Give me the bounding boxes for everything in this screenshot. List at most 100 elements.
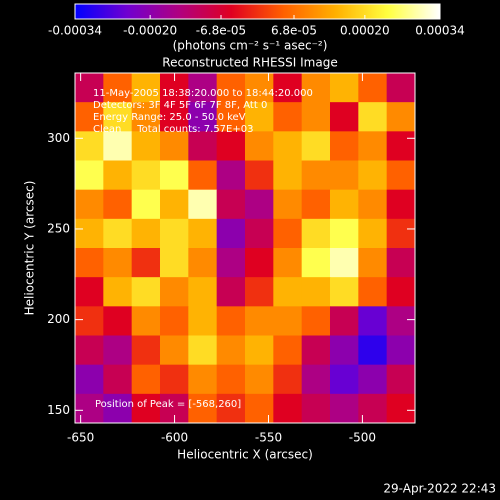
image-cell bbox=[245, 73, 274, 103]
image-cell bbox=[273, 218, 303, 249]
image-cell bbox=[245, 218, 274, 249]
image-cell bbox=[301, 73, 331, 103]
image-cell bbox=[273, 248, 303, 278]
image-cell bbox=[75, 73, 104, 103]
image-cell bbox=[160, 160, 189, 191]
chart-title: Reconstructed RHESSI Image bbox=[162, 56, 337, 70]
image-cell bbox=[188, 393, 218, 424]
image-cell bbox=[245, 277, 274, 307]
image-cell bbox=[216, 73, 246, 103]
image-cell bbox=[216, 218, 246, 249]
image-cell bbox=[103, 73, 133, 103]
image-cell bbox=[245, 393, 274, 424]
image-cell bbox=[245, 102, 274, 132]
image-cell bbox=[330, 306, 359, 336]
image-cell bbox=[188, 160, 218, 191]
image-cell bbox=[358, 131, 388, 161]
image-cell bbox=[358, 335, 388, 366]
y-tick-label: 200 bbox=[47, 312, 70, 326]
y-axis-label: Heliocentric Y (arcsec) bbox=[23, 181, 37, 316]
image-cell bbox=[131, 248, 161, 278]
image-cell bbox=[188, 189, 218, 220]
image-cell bbox=[301, 248, 331, 278]
image-cell bbox=[103, 393, 133, 424]
image-cell bbox=[358, 189, 388, 220]
image-cell bbox=[75, 393, 104, 424]
image-cell bbox=[386, 335, 416, 366]
image-cell bbox=[103, 277, 133, 307]
image-cell bbox=[75, 248, 104, 278]
x-tick-label: -600 bbox=[161, 431, 188, 445]
image-cell bbox=[301, 131, 331, 161]
image-cell bbox=[386, 131, 416, 161]
image-cell bbox=[216, 189, 246, 220]
image-cell bbox=[330, 131, 359, 161]
image-cell bbox=[188, 248, 218, 278]
image-cell bbox=[103, 306, 133, 336]
image-cell bbox=[386, 306, 416, 336]
image-cell bbox=[301, 160, 331, 191]
image-cell bbox=[160, 335, 189, 366]
colorbar-tick-label: -0.00034 bbox=[48, 24, 102, 38]
image-cell bbox=[103, 189, 133, 220]
image-cell bbox=[188, 73, 218, 103]
image-cell bbox=[75, 277, 104, 307]
image-cell bbox=[273, 335, 303, 366]
image-cell bbox=[75, 131, 104, 161]
image-cell bbox=[358, 248, 388, 278]
image-cell bbox=[330, 102, 359, 132]
image-cell bbox=[386, 160, 416, 191]
image-cell bbox=[131, 189, 161, 220]
image-cell bbox=[273, 306, 303, 336]
image-cell bbox=[301, 393, 331, 424]
image-cell bbox=[216, 335, 246, 366]
image-cell bbox=[273, 364, 303, 395]
image-cell bbox=[386, 393, 416, 424]
image-cell bbox=[188, 131, 218, 161]
image-cell bbox=[216, 131, 246, 161]
image-cell bbox=[131, 102, 161, 132]
image-cell bbox=[330, 160, 359, 191]
image-cell bbox=[386, 248, 416, 278]
image-cell bbox=[358, 277, 388, 307]
x-tick-label: -500 bbox=[349, 431, 376, 445]
plot-frame bbox=[74, 72, 416, 424]
image-cell bbox=[301, 189, 331, 220]
annotation: Detectors: 3F 4F 5F 6F 7F 8F, Att 0 bbox=[93, 100, 267, 111]
y-tick-label: 300 bbox=[47, 131, 70, 145]
image-cell bbox=[330, 73, 359, 103]
image-cell bbox=[75, 160, 104, 191]
colorbar-tick-label: 6.8e-05 bbox=[271, 24, 317, 38]
image-cell bbox=[160, 364, 189, 395]
colorbar-tick-label: 0.00020 bbox=[340, 24, 390, 38]
image-cell bbox=[245, 248, 274, 278]
image-cell bbox=[160, 277, 189, 307]
image-cell bbox=[330, 364, 359, 395]
image-cell bbox=[160, 306, 189, 336]
peak-label: Position of Peak = [-568,260] bbox=[95, 399, 241, 410]
image-cell bbox=[160, 218, 189, 249]
image-cell bbox=[358, 102, 388, 132]
image-cell bbox=[301, 102, 331, 132]
image-cell bbox=[330, 248, 359, 278]
image-cell bbox=[160, 248, 189, 278]
image-cell bbox=[131, 218, 161, 249]
image-cell bbox=[75, 189, 104, 220]
image-cell bbox=[131, 335, 161, 366]
image-cell bbox=[103, 218, 133, 249]
image-cell bbox=[386, 102, 416, 132]
image-cell bbox=[330, 218, 359, 249]
image-cell bbox=[301, 335, 331, 366]
x-tick-label: -550 bbox=[255, 431, 282, 445]
image-cell bbox=[188, 306, 218, 336]
x-tick-label: -650 bbox=[67, 431, 94, 445]
image-cell bbox=[75, 218, 104, 249]
image-cell bbox=[358, 73, 388, 103]
image-cell bbox=[245, 364, 274, 395]
image-cell bbox=[358, 393, 388, 424]
image-cell bbox=[301, 218, 331, 249]
image-cell bbox=[386, 364, 416, 395]
annotation: 11-May-2005 18:38:20.000 to 18:44:20.000 bbox=[93, 88, 313, 99]
image-cell bbox=[188, 102, 218, 132]
